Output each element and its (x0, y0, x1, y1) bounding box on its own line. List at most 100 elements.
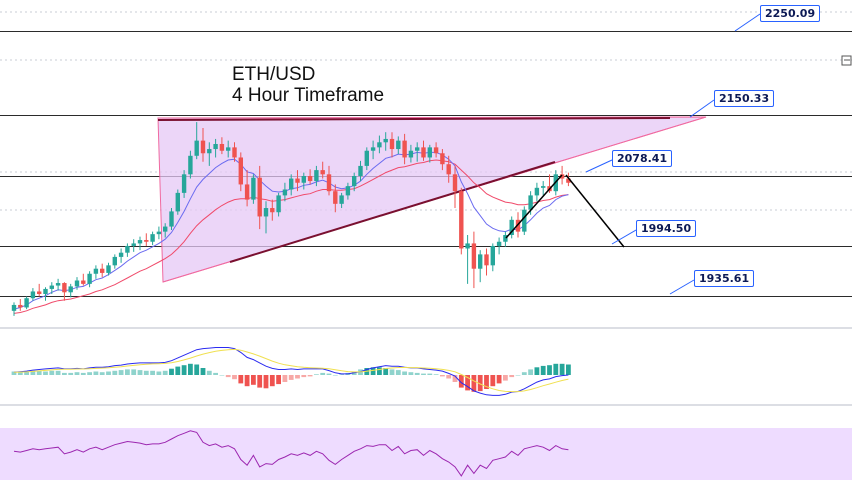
macd-bar (188, 363, 193, 375)
candle-body (301, 176, 306, 183)
macd-bar (219, 375, 225, 376)
macd-bar (301, 375, 307, 378)
candle-body (333, 191, 338, 204)
price-label-2078: 2078.41 (612, 150, 673, 167)
candle-body (528, 195, 533, 210)
macd-bar (534, 367, 540, 375)
candle-body (522, 209, 527, 232)
macd-bar (87, 372, 92, 375)
candle-body (200, 140, 206, 154)
macd-bar (458, 375, 464, 388)
macd-bar (175, 366, 181, 375)
candle-body (326, 174, 332, 192)
candle-body (396, 140, 401, 150)
macd-bar (414, 372, 420, 375)
candle-body (181, 174, 187, 193)
leader-2250 (734, 13, 761, 32)
macd-bar (503, 375, 508, 381)
leader-1994 (611, 229, 637, 245)
candle-body (18, 304, 23, 308)
candle-body (440, 153, 445, 165)
macd-bar (383, 368, 389, 375)
candle-body (207, 149, 212, 154)
candle-body (125, 245, 130, 253)
candle-body (427, 147, 432, 158)
candle-body (163, 226, 168, 232)
candle-body (68, 286, 73, 293)
candle-body (307, 176, 313, 182)
macd-bar (49, 370, 55, 375)
candle-body (131, 243, 136, 246)
candle-body (402, 140, 407, 158)
macd-bar (326, 373, 332, 375)
candle-body (144, 240, 149, 242)
candle-body (339, 195, 344, 204)
macd-bar (528, 369, 533, 375)
macd-bar (112, 370, 118, 375)
macd-bar (131, 369, 137, 375)
candle-body (137, 240, 143, 244)
macd-bar (484, 375, 489, 389)
candle-body (345, 186, 351, 196)
macd-bar (553, 363, 559, 375)
macd-bar (496, 375, 502, 384)
candle-body (408, 150, 414, 158)
price-label-1994: 1994.50 (636, 220, 697, 237)
candle-body (232, 147, 237, 158)
candle-body (226, 147, 231, 151)
macd-bar (509, 375, 515, 378)
macd-bar (295, 375, 300, 379)
candle-body (118, 252, 124, 257)
macd-bar (137, 370, 143, 375)
candle-body (364, 150, 369, 166)
macd-bar (452, 375, 458, 382)
macd-bar (339, 374, 344, 375)
macd-bar (465, 375, 470, 391)
grid-lines (0, 11, 852, 297)
macd-bar (547, 365, 552, 375)
macd-bar (106, 371, 111, 375)
macd-bar (162, 370, 168, 375)
macd-bar (490, 375, 496, 387)
candle-body (541, 186, 546, 188)
candle-body (465, 243, 470, 249)
projection-down-segment (565, 174, 625, 248)
macd-bar (377, 367, 382, 375)
chart-title: ETH/USD 4 Hour Timeframe (232, 64, 384, 106)
macd-bar (559, 363, 565, 375)
candle-body (484, 254, 489, 266)
candle-body (219, 143, 225, 151)
candle-body (150, 234, 155, 242)
macd-bar (440, 375, 445, 377)
macd-bar (263, 375, 269, 389)
macd-bar (477, 375, 483, 392)
price-label-2250: 2250.09 (760, 5, 821, 22)
macd-bar (143, 370, 149, 375)
macd-bar (17, 372, 23, 375)
resistance-trendline (157, 117, 671, 121)
candle-body (559, 174, 565, 179)
macd-bar (446, 375, 452, 379)
candle-body (37, 291, 42, 294)
macd-bar (244, 375, 250, 387)
macd-bar (402, 371, 407, 375)
macd-bar (307, 375, 313, 377)
candle-body (43, 288, 48, 294)
candle-body (106, 265, 111, 273)
price-label-1935: 1935.61 (694, 270, 755, 287)
candle-body (478, 254, 483, 269)
macd-bar (238, 375, 244, 384)
candle-body (93, 268, 99, 274)
leader-1935 (669, 279, 695, 295)
macd-bar (515, 375, 521, 376)
macd-bar (370, 367, 376, 375)
macd-bar (99, 372, 105, 375)
candle-body (433, 147, 439, 154)
macd-bar (433, 374, 439, 375)
macd-bar (232, 375, 237, 380)
macd-bar (93, 371, 99, 375)
macd-bar (43, 371, 48, 375)
candle-body (295, 178, 300, 183)
macd-bar (389, 369, 395, 375)
